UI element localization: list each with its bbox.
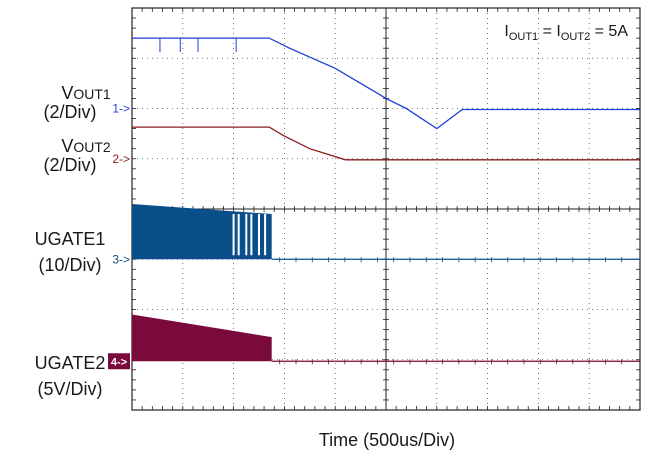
channel-label-ch1: VOUT1	[61, 83, 111, 103]
marker-ch1: 1->	[112, 102, 130, 116]
trace-ch1	[132, 37, 640, 130]
marker-ch2: 2->	[112, 152, 130, 166]
switching-envelope-ch4	[132, 314, 272, 362]
channel-markers: 1-> 2-> 3-> 4->	[108, 102, 130, 370]
traces	[132, 37, 640, 365]
channel-label-ch2: VOUT2	[61, 136, 111, 156]
channel-scale-ch3: (10/Div)	[38, 255, 101, 275]
channel-scale-ch4: (5V/Div)	[37, 379, 102, 399]
annotation-text: IOUT1 = IOUT2 = 5A	[504, 23, 628, 43]
channel-label-ch3: UGATE1	[35, 229, 106, 249]
trace-ch2	[132, 126, 640, 161]
marker-badge-ch4	[108, 353, 130, 370]
channel-label-ch4: UGATE2	[35, 353, 106, 373]
channel-labels: VOUT1(2/Div)VOUT2(2/Div)UGATE1(10/Div)UG…	[35, 83, 111, 399]
channel-scale-ch1: (2/Div)	[44, 102, 97, 122]
channel-scale-ch2: (2/Div)	[44, 155, 97, 175]
x-axis-label: Time (500us/Div)	[319, 430, 455, 450]
switching-envelope-ch3	[132, 203, 272, 260]
grid	[131, 7, 641, 411]
marker-ch3: 3->	[112, 252, 130, 266]
marker-ch4: 4->	[111, 356, 127, 368]
